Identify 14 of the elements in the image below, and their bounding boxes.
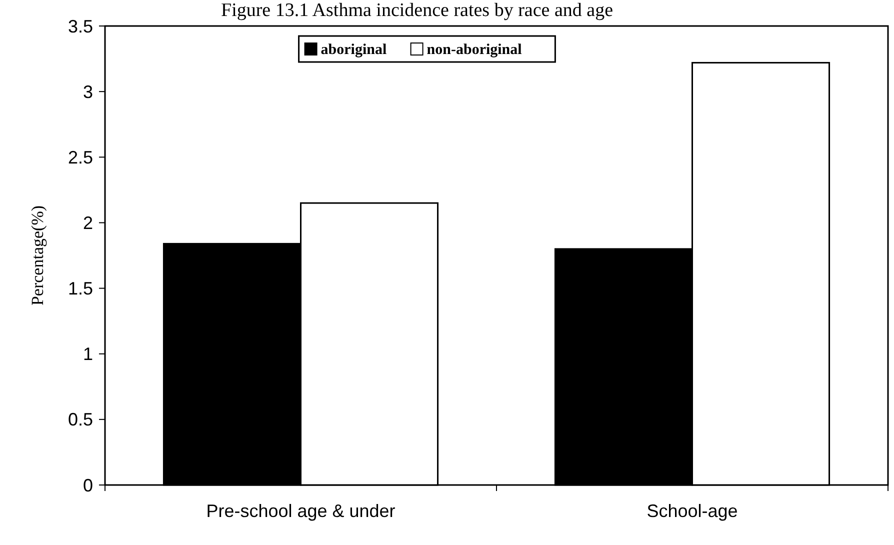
y-tick-label: 2.5 [68,147,93,168]
x-tick-label: Pre-school age & under [206,501,396,521]
y-tick-label: 3 [82,82,93,102]
legend-label: non-aboriginal [426,42,522,58]
y-tick-label: 3.5 [68,16,93,36]
y-axis-title: Percentage(%) [28,205,47,306]
y-tick-label: 0.5 [68,410,93,430]
y-tick-label: 1 [82,344,93,364]
y-tick-label: 2 [82,213,93,234]
chart-title: Figure 13.1 Asthma incidence rates by race and age [221,0,613,21]
y-tick-label: 1.5 [68,278,93,299]
legend-label: aboriginal [320,42,387,58]
y-tick-label: 0 [82,475,93,496]
x-tick-label: School-age [646,501,738,521]
